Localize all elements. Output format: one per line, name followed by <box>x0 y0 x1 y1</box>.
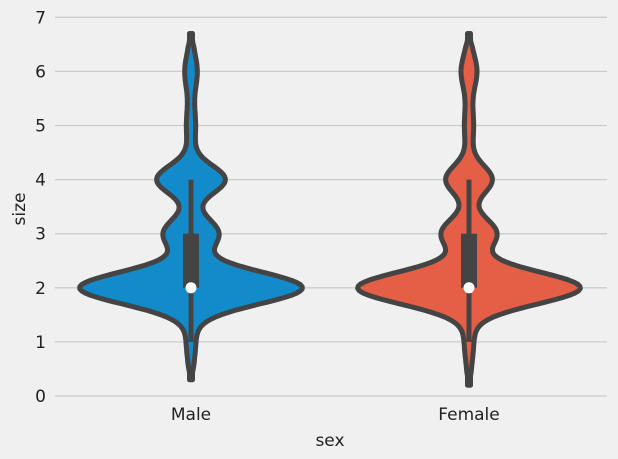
x-tick-labels: Male Female <box>171 405 500 425</box>
y-tick-label: 6 <box>35 62 46 82</box>
y-tick-label: 1 <box>35 333 46 353</box>
iqr-box-male <box>183 233 199 288</box>
y-tick-labels: 0 1 2 3 4 5 6 7 <box>35 8 46 407</box>
y-tick-label: 2 <box>35 279 46 299</box>
y-axis-label: size <box>10 193 30 226</box>
x-tick-label: Male <box>171 405 211 425</box>
y-tick-label: 4 <box>35 171 46 191</box>
x-tick-label: Female <box>438 405 499 425</box>
violins <box>77 31 583 388</box>
median-point-male <box>185 282 197 294</box>
grid-lines <box>55 16 607 397</box>
y-tick-label: 5 <box>35 117 46 137</box>
y-tick-label: 0 <box>35 387 46 407</box>
x-axis-label: sex <box>315 431 344 451</box>
median-point-female <box>463 282 475 294</box>
y-tick-label: 3 <box>35 225 46 245</box>
y-tick-label: 7 <box>35 8 46 28</box>
iqr-box-female <box>461 233 477 288</box>
